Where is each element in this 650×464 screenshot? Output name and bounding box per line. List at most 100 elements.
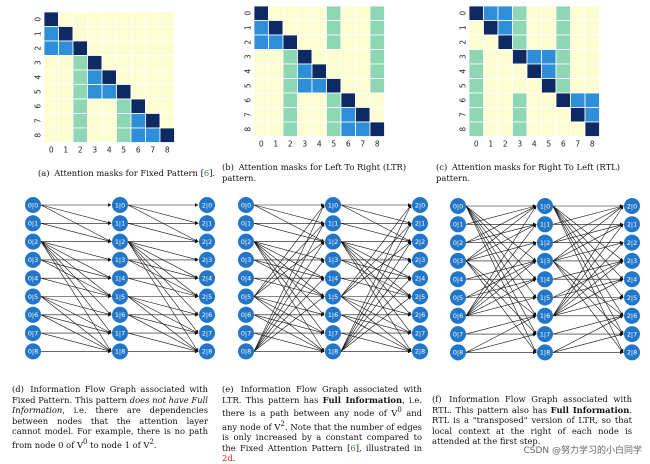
flow-edge — [465, 205, 537, 262]
flow-edge — [465, 205, 537, 225]
heatmap-cell — [130, 11, 146, 27]
heatmap-cell — [326, 20, 342, 36]
flow-edge — [40, 204, 112, 242]
heatmap-cell — [512, 5, 528, 21]
flow-node — [112, 343, 128, 360]
flow-node-label: 1|7 — [328, 329, 338, 337]
flow-node — [325, 251, 341, 268]
flow-node — [624, 198, 640, 214]
heatmap-cell — [43, 55, 59, 71]
flow-node-label: 1|2 — [540, 239, 550, 247]
heatmap-cell — [340, 34, 356, 50]
heatmap-cell — [340, 107, 356, 123]
heatmap-cell — [159, 98, 175, 114]
heatmap-cell — [268, 63, 284, 79]
heatmap-cell — [311, 63, 327, 79]
x-tick-label: 0 — [474, 140, 479, 149]
heatmap-cell — [253, 20, 269, 36]
heatmap-cell — [268, 78, 284, 94]
flow-node-label: 1|1 — [540, 221, 550, 229]
flow-node — [450, 234, 466, 251]
heatmap-cell — [526, 34, 542, 50]
flow-edge — [465, 205, 537, 353]
heatmap-cell — [355, 49, 371, 65]
flow-edge — [127, 241, 199, 297]
flow-edge — [127, 241, 199, 316]
heatmap-cell — [340, 20, 356, 36]
heatmap-cell — [253, 63, 269, 79]
flow-node — [412, 215, 428, 232]
flow-edge — [465, 205, 537, 280]
flow-node-label: 2|5 — [202, 293, 212, 301]
flow-node-label: 1|7 — [115, 329, 125, 337]
heatmap-cell — [130, 55, 146, 71]
heatmap-cell — [311, 78, 327, 94]
x-tick-label: 2 — [288, 140, 293, 149]
flow-node — [199, 306, 215, 323]
heatmap-cell — [87, 84, 103, 100]
heatmap-cell — [326, 78, 342, 94]
flow-node — [624, 326, 640, 343]
heatmap-cell — [72, 55, 88, 71]
flow-node — [199, 251, 215, 268]
heatmap-cell — [512, 20, 528, 36]
flow-edge — [253, 241, 325, 316]
heatmap-cell — [87, 40, 103, 56]
heatmap-cell — [355, 5, 371, 21]
flow-node-label: 2|3 — [202, 256, 212, 264]
x-tick-label: 6 — [561, 140, 566, 149]
heatmap-cell — [483, 121, 499, 137]
x-tick-label: 1 — [63, 146, 68, 155]
x-tick-label: 6 — [136, 146, 141, 155]
y-tick-label: 4 — [459, 69, 468, 74]
heatmap-cell — [526, 63, 542, 79]
flow-node — [537, 271, 553, 288]
flow-graph-rtl: 0|0 0|1 0|2 0|3 0|4 0|5 0|6 0|7 0|8 1|0 1|1 1|2 1|3 1… — [450, 198, 640, 361]
flow-node-label: 0|4 — [28, 275, 38, 283]
flow-node — [325, 288, 341, 305]
y-tick-label: 6 — [244, 98, 253, 103]
flow-node — [325, 215, 341, 232]
flow-node — [412, 325, 428, 342]
heatmap-cell — [340, 63, 356, 79]
flow-edge — [465, 260, 537, 317]
heatmap-cell — [541, 34, 557, 50]
heatmap-cell — [584, 121, 600, 137]
heatmap-cell — [340, 121, 356, 137]
heatmap-cell — [355, 78, 371, 94]
heatmap-cell — [130, 113, 146, 129]
flow-node-label: 2|0 — [627, 202, 637, 210]
flow-node-label: 0|0 — [241, 201, 251, 209]
heatmap-cell — [555, 20, 571, 36]
heatmap-cell — [58, 11, 74, 27]
heatmap-cell — [282, 34, 298, 50]
flow-node-label: 2|8 — [415, 348, 425, 356]
heatmap-cell — [87, 98, 103, 114]
heatmap-cell — [541, 121, 557, 137]
heatmap-cell — [526, 20, 542, 36]
heatmap-cell — [541, 92, 557, 108]
heatmap-cell — [526, 92, 542, 108]
flow-node — [25, 251, 41, 268]
flow-node — [325, 197, 341, 213]
heatmap-cell — [72, 84, 88, 100]
heatmap-cell — [468, 20, 484, 36]
caption-a: (a) Attention masks for Fixed Pattern [6… — [38, 168, 216, 178]
heatmap-cell — [297, 5, 313, 21]
heatmap-cell — [355, 107, 371, 123]
heatmap-cell — [159, 69, 175, 85]
flow-edge — [127, 241, 199, 352]
flow-graph-ltr: 0|0 0|1 0|2 0|3 0|4 0|5 0|6 0|7 0|8 1|0 1|1 1|2 1|3 1… — [238, 197, 428, 360]
flow-node-label: 2|8 — [627, 349, 637, 357]
flow-edge — [127, 314, 199, 352]
flow-node-label: 1|2 — [115, 238, 125, 246]
y-tick-label: 7 — [459, 112, 468, 117]
flow-node — [450, 271, 466, 288]
flow-node — [624, 216, 640, 233]
flow-edge — [552, 260, 624, 317]
flow-node-label: 1|3 — [115, 256, 125, 264]
y-tick-label: 2 — [244, 40, 253, 45]
flow-node-label: 2|8 — [202, 348, 212, 356]
heatmap-cell — [497, 78, 513, 94]
